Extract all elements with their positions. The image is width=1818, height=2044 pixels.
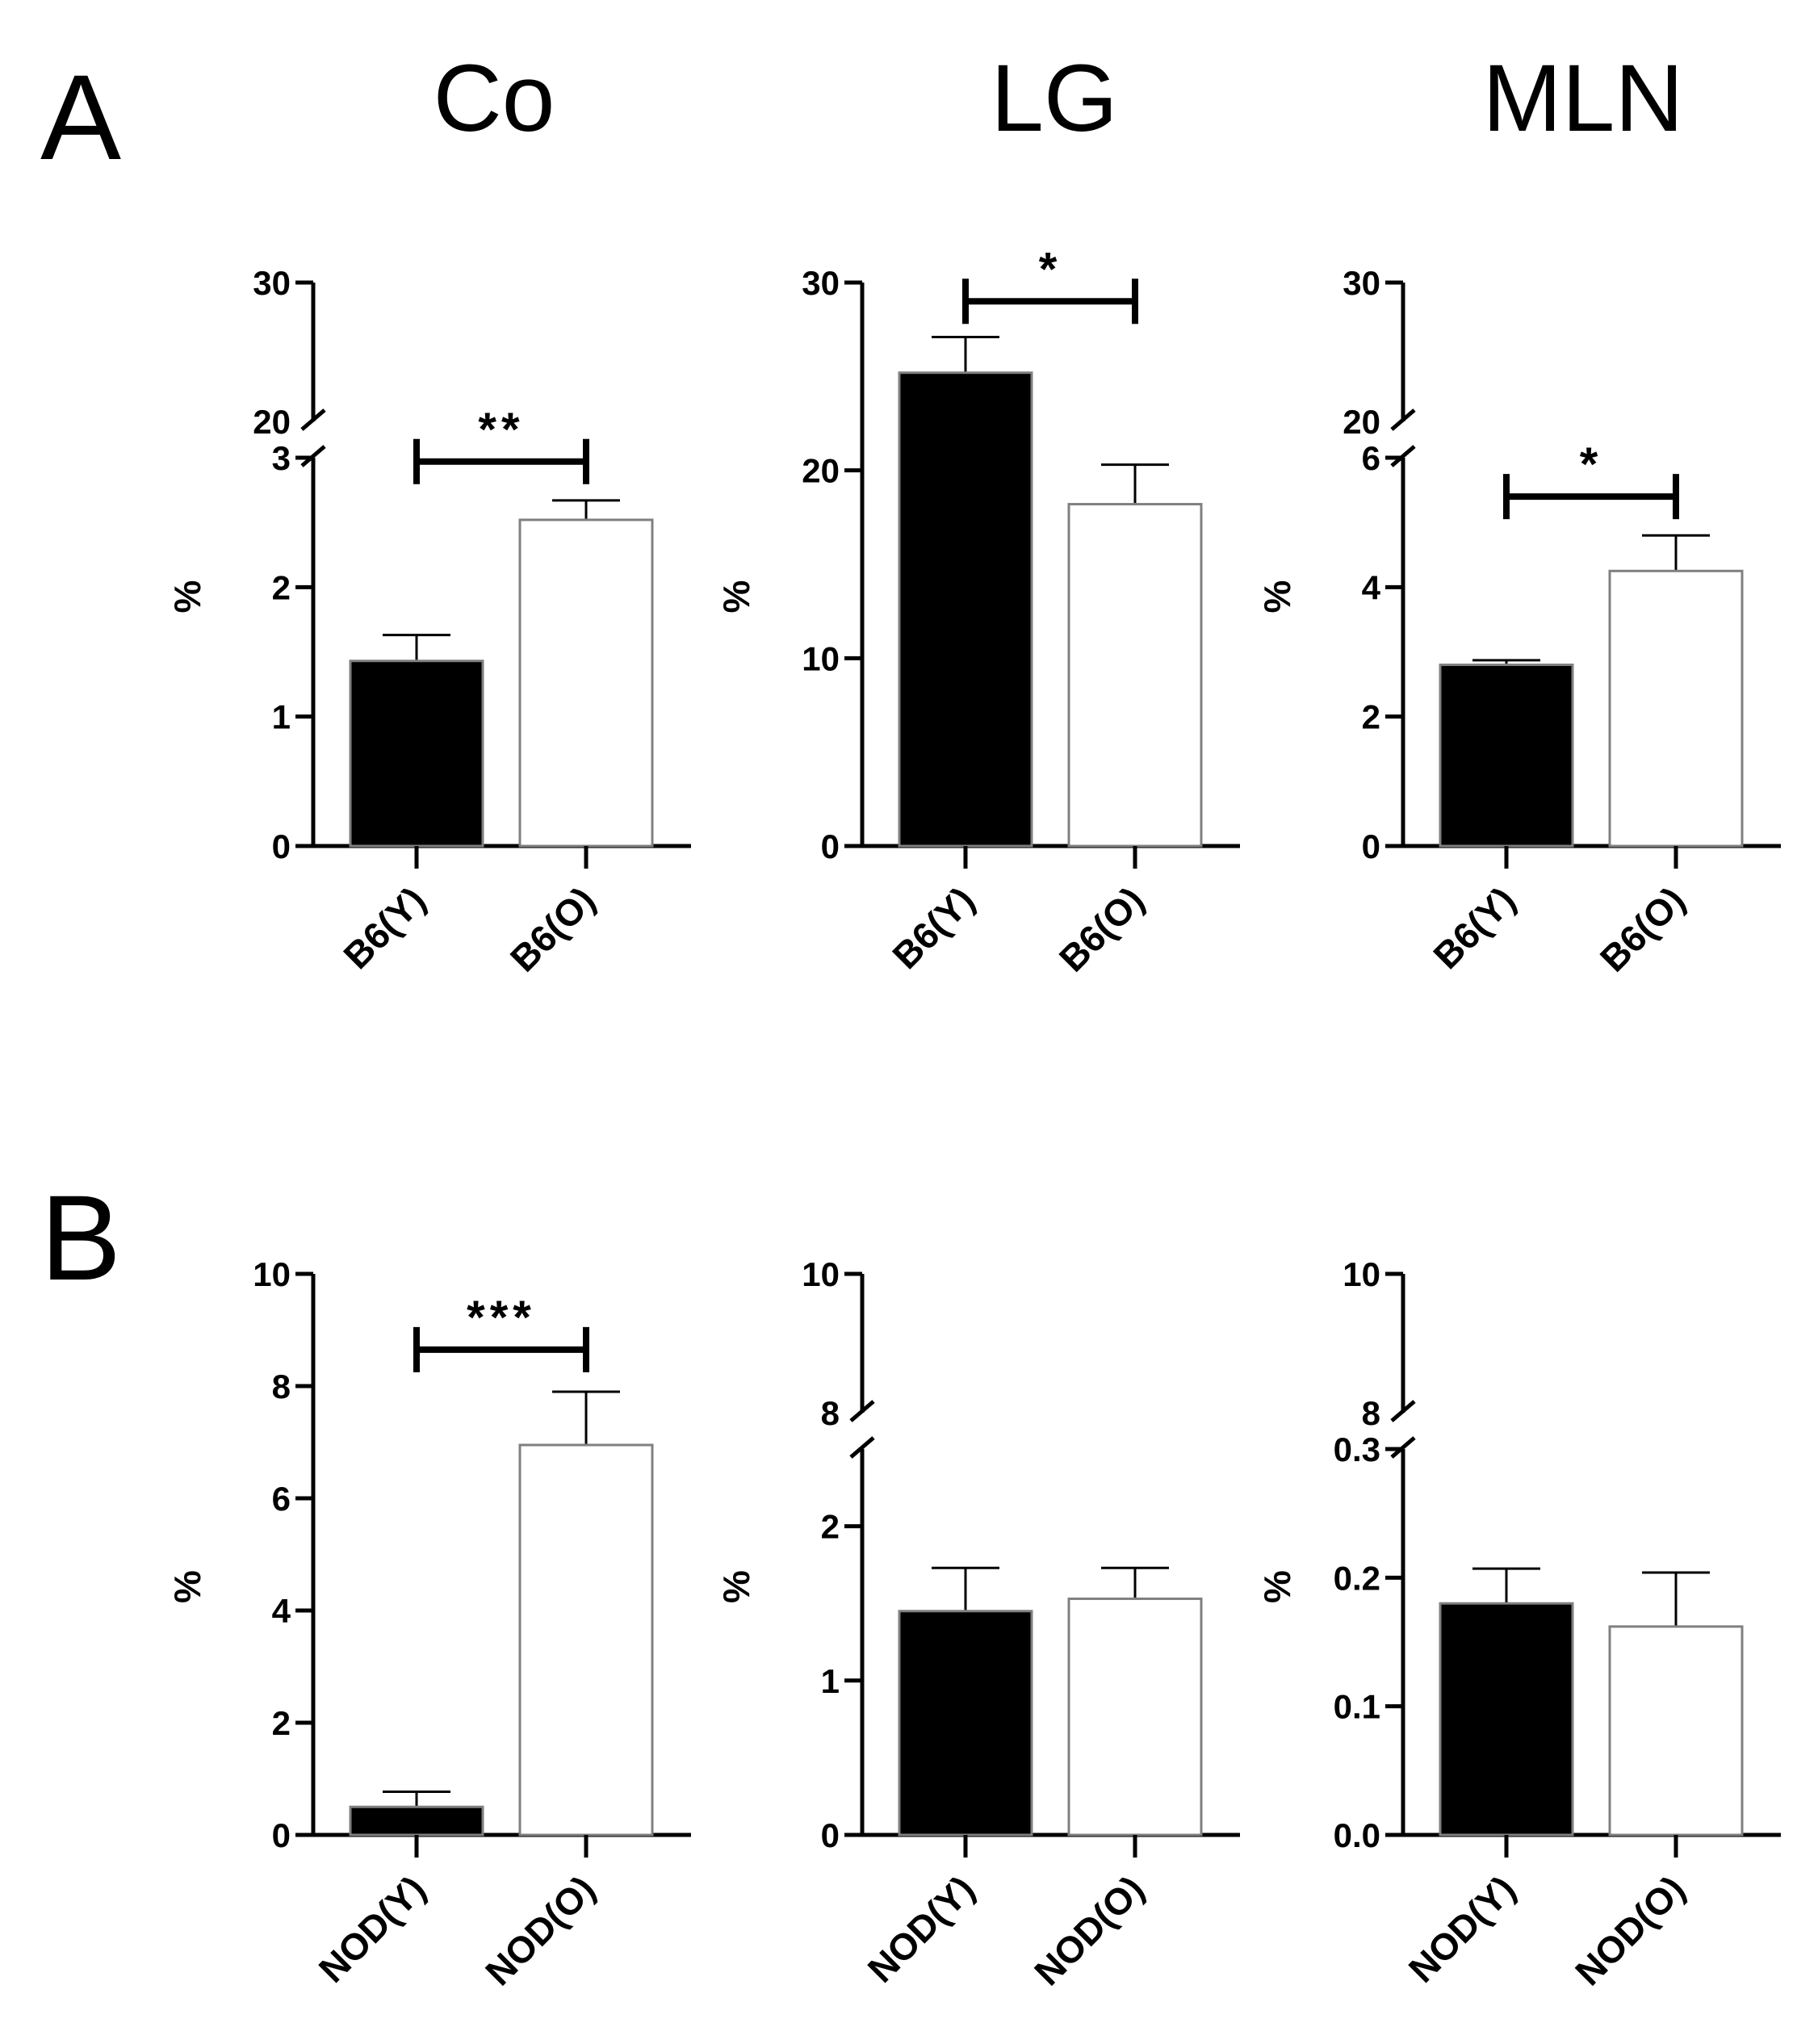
y-tick-label: 2 [1362, 698, 1380, 736]
chart-b-lg: 10 8 0 1 2% NOD(Y) NOD(O) [715, 1255, 1240, 1993]
y-tick-label: 30 [1343, 264, 1380, 302]
y-axis-label: % [166, 580, 208, 614]
y-tick-label: 8 [1362, 1394, 1380, 1432]
bar-young [1439, 1602, 1574, 1837]
y-tick-label: 2 [272, 1704, 291, 1742]
x-tick-label: NOD(O) [1567, 1867, 1693, 1993]
x-tick-label: B6(Y) [884, 878, 982, 977]
panel-label-b: B [40, 1170, 121, 1305]
y-tick-label: 6 [272, 1480, 291, 1518]
bar-old [1608, 1625, 1744, 1837]
chart-a-mln: 30 20 0 2 4 6% B6(Y) B6(O) * [1256, 264, 1781, 980]
axis-break-mark [300, 408, 326, 431]
panel-label-a: A [40, 49, 121, 185]
column-title-co: Co [434, 45, 555, 152]
chart-b-co: 0 2 4 6 8 10% NOD(Y) NOD(O) *** [166, 1255, 691, 1993]
x-tick-label: B6(Y) [335, 878, 434, 977]
y-tick-label: 0 [1362, 827, 1380, 865]
y-tick-label: 2 [821, 1508, 840, 1546]
y-tick-label: 0.3 [1334, 1430, 1380, 1468]
axis-break-mark [1390, 1400, 1416, 1422]
y-axis-label: % [715, 1570, 757, 1603]
y-tick-label: 3 [272, 439, 291, 477]
bar-young [898, 1610, 1033, 1837]
y-tick-label: 4 [1362, 568, 1381, 606]
y-tick-label: 8 [821, 1394, 840, 1432]
axis-break-mark [1390, 408, 1416, 431]
x-tick-label: NOD(O) [477, 1867, 603, 1993]
y-tick-label: 30 [802, 264, 840, 302]
bar-young [898, 371, 1033, 848]
bar-young [349, 660, 484, 848]
axis-break-mark [849, 1436, 875, 1459]
y-tick-label: 1 [821, 1662, 840, 1700]
y-tick-label: 0 [821, 827, 840, 865]
y-tick-label: 2 [272, 568, 291, 606]
y-tick-label: 0.1 [1334, 1688, 1380, 1726]
y-tick-label: 1 [272, 698, 291, 736]
column-title-mln: MLN [1482, 45, 1683, 152]
x-tick-label: NOD(Y) [860, 1867, 982, 1990]
x-tick-label: B6(O) [1592, 878, 1693, 979]
y-tick-label: 0 [272, 827, 291, 865]
x-tick-label: NOD(Y) [311, 1867, 434, 1990]
y-tick-label: 0 [272, 1816, 291, 1854]
y-tick-label: 10 [1343, 1255, 1380, 1293]
y-tick-label: 10 [253, 1255, 291, 1293]
y-axis-label: % [166, 1570, 208, 1603]
bar-young [1439, 664, 1574, 848]
y-tick-label: 8 [272, 1368, 291, 1405]
bar-old [1608, 569, 1744, 848]
y-axis-label: % [1256, 580, 1298, 614]
x-tick-label: B6(O) [502, 878, 603, 979]
column-title-lg: LG [991, 45, 1117, 152]
x-tick-label: NOD(Y) [1401, 1867, 1523, 1990]
x-tick-label: NOD(O) [1026, 1867, 1152, 1993]
y-tick-label: 6 [1362, 439, 1380, 477]
y-tick-label: 0.2 [1334, 1559, 1380, 1597]
chart-a-co: 30 20 0 1 2 3% B6(Y) B6(O) ** [166, 264, 691, 980]
y-axis-label: % [1256, 1570, 1298, 1603]
bar-young [349, 1805, 484, 1837]
y-axis-label: % [715, 580, 757, 614]
chart-a-lg: 0 10 20 30% B6(Y) B6(O) * [715, 243, 1240, 980]
y-tick-label: 10 [802, 1255, 840, 1293]
axis-break-mark [849, 1400, 875, 1422]
y-tick-label: 10 [802, 639, 840, 677]
bar-old [518, 1443, 654, 1837]
y-tick-label: 20 [802, 452, 840, 490]
y-tick-label: 0 [821, 1816, 840, 1854]
y-tick-label: 30 [253, 264, 291, 302]
significance-label: *** [467, 1292, 536, 1344]
significance-label: ** [478, 404, 524, 456]
y-tick-label: 20 [1343, 403, 1380, 441]
bar-old [518, 518, 654, 848]
chart-b-mln: 10 8 0.0 0.1 0.2 0.3% NOD(Y) NOD(O) [1256, 1255, 1781, 1993]
bar-old [1067, 503, 1203, 848]
y-tick-label: 0.0 [1334, 1816, 1380, 1854]
y-tick-label: 4 [272, 1592, 291, 1630]
bar-old [1067, 1597, 1203, 1837]
y-tick-label: 20 [253, 403, 291, 441]
significance-label: * [1580, 438, 1603, 491]
x-tick-label: B6(Y) [1425, 878, 1523, 977]
x-tick-label: B6(O) [1051, 878, 1152, 979]
significance-label: * [1039, 243, 1062, 295]
